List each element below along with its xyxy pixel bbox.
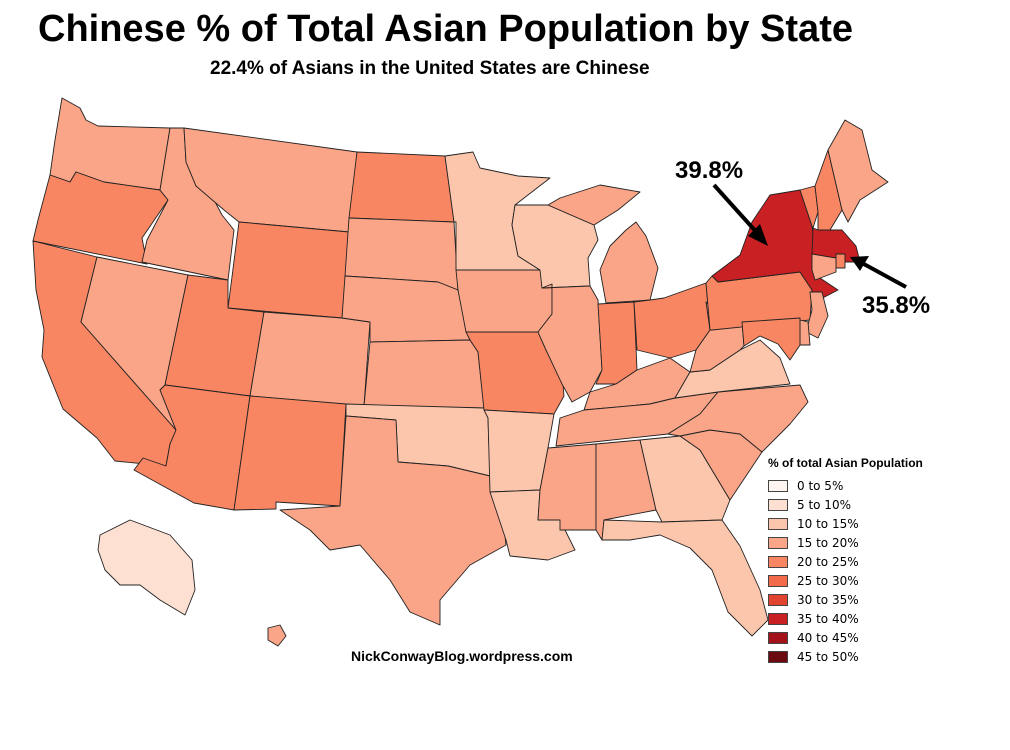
legend-swatch (768, 593, 788, 606)
legend-label: 5 to 10% (797, 497, 851, 512)
legend-label: 15 to 20% (797, 535, 859, 550)
legend-item: 35 to 40% (768, 609, 968, 628)
state-nc[interactable] (667, 384, 809, 453)
state-ak[interactable] (97, 519, 196, 616)
legend-swatch (768, 574, 788, 587)
legend-item: 10 to 15% (768, 514, 968, 533)
legend-label: 40 to 45% (797, 630, 859, 645)
legend-item: 5 to 10% (768, 495, 968, 514)
legend-label: 0 to 5% (797, 478, 844, 493)
legend-label: 35 to 40% (797, 611, 859, 626)
ma-arrow-head (850, 256, 869, 271)
legend-swatch (768, 536, 788, 549)
state-fl[interactable] (601, 519, 769, 637)
state-ms[interactable] (537, 443, 597, 531)
legend-label: 20 to 25% (797, 554, 859, 569)
ny-arrow-line (712, 183, 761, 237)
ny-arrow-head (748, 224, 768, 246)
legend-label: 10 to 15% (797, 516, 859, 531)
state-ks[interactable] (363, 339, 485, 409)
legend-item: 25 to 30% (768, 571, 968, 590)
state-me[interactable] (827, 119, 889, 223)
legend-item: 0 to 5% (768, 476, 968, 495)
state-mi[interactable] (547, 184, 659, 304)
credit-text: NickConwayBlog.wordpress.com (351, 648, 573, 664)
state-tx[interactable] (279, 415, 507, 626)
ny-callout-label: 39.8% (675, 157, 744, 184)
legend-item: 45 to 50% (768, 647, 968, 666)
callout-arrows (712, 183, 907, 289)
legend-swatch (768, 555, 788, 568)
state-ct[interactable] (811, 253, 837, 281)
state-ri[interactable] (835, 253, 846, 269)
legend-swatch (768, 498, 788, 511)
state-md[interactable] (741, 317, 801, 361)
state-hi[interactable] (267, 624, 287, 647)
legend-swatch (768, 650, 788, 663)
legend-swatch (768, 517, 788, 530)
state-nm[interactable] (233, 395, 347, 511)
map-title: Chinese % of Total Asian Population by S… (38, 8, 853, 50)
ma-arrow-line (861, 261, 907, 289)
legend-item: 40 to 45% (768, 628, 968, 647)
legend-item: 30 to 35% (768, 590, 968, 609)
legend-label: 45 to 50% (797, 649, 859, 664)
state-co[interactable] (249, 311, 371, 407)
legend-item: 20 to 25% (768, 552, 968, 571)
legend-items: 0 to 5% 5 to 10% 10 to 15% 15 to 20% 20 to 2… (768, 476, 968, 666)
state-wa[interactable] (49, 97, 171, 191)
state-de[interactable] (799, 319, 811, 346)
state-il[interactable] (537, 283, 603, 403)
legend-label: 30 to 35% (797, 592, 859, 607)
map-subtitle: 22.4% of Asians in the United States are… (210, 58, 650, 79)
state-nj[interactable] (805, 291, 829, 339)
state-vt[interactable] (799, 185, 819, 229)
state-in[interactable] (595, 301, 638, 385)
legend-title: % of total Asian Population (768, 456, 923, 470)
legend-item: 15 to 20% (768, 533, 968, 552)
legend-swatch (768, 612, 788, 625)
legend-label: 25 to 30% (797, 573, 859, 588)
state-shapes (32, 97, 889, 647)
state-nd[interactable] (348, 151, 455, 223)
legend-swatch (768, 631, 788, 644)
state-ia[interactable] (455, 269, 553, 333)
legend-swatch (768, 479, 788, 492)
legend: % of total Asian Population 0 to 5% 5 to … (768, 456, 968, 666)
state-wy[interactable] (227, 221, 350, 319)
ma-callout-label: 35.8% (862, 292, 931, 319)
